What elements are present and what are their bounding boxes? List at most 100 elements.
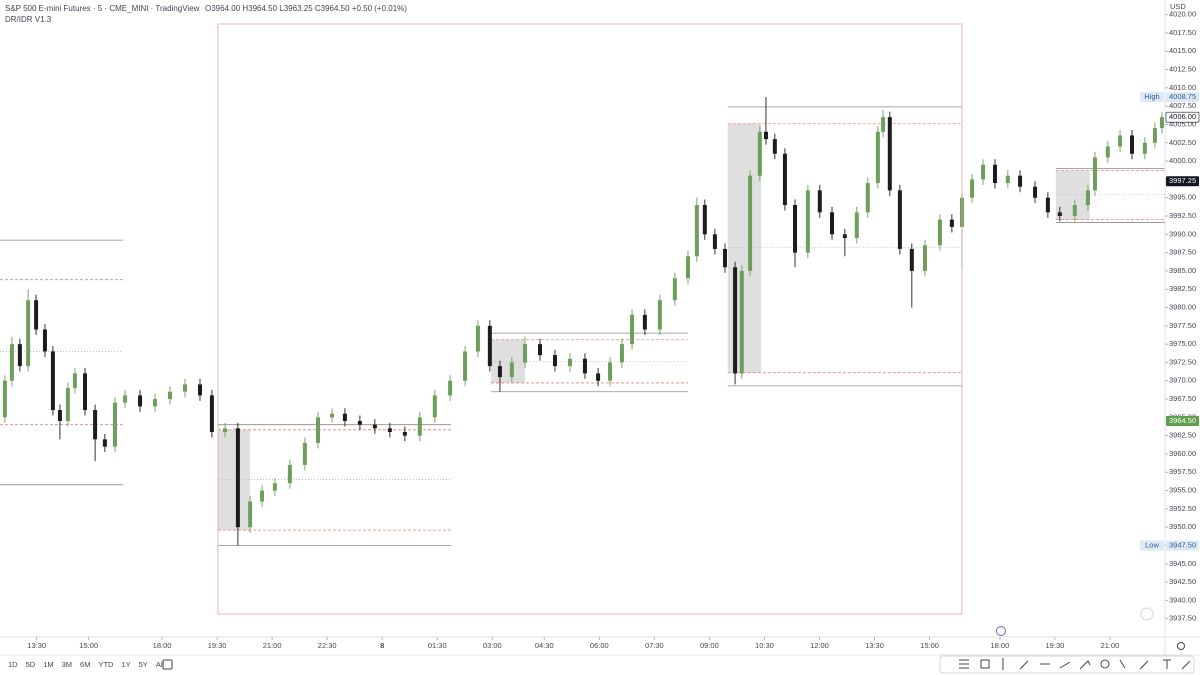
y-tick-label: 3945.00 xyxy=(1169,559,1196,568)
indicator-name: DR/IDR V1.3 xyxy=(5,15,52,24)
candle-body xyxy=(316,417,321,443)
candle-body xyxy=(897,190,902,249)
candle-body xyxy=(772,139,777,154)
y-tick-label: 4005.00 xyxy=(1169,119,1196,128)
candle-body xyxy=(537,344,542,356)
session-box xyxy=(217,23,963,615)
price-marker xyxy=(1166,176,1199,187)
candle-body xyxy=(475,325,480,352)
candle-body xyxy=(57,410,62,422)
candle-body xyxy=(949,219,954,227)
navigate-button[interactable] xyxy=(1140,607,1154,621)
tool-icon[interactable] xyxy=(959,659,969,669)
candle-body xyxy=(672,278,677,301)
currency[interactable]: USD xyxy=(1170,2,1186,11)
tool-icon[interactable] xyxy=(980,659,990,669)
y-tick-label: 3950.00 xyxy=(1169,522,1196,531)
candle-body xyxy=(182,384,187,392)
x-tick-label: 01:30 xyxy=(428,641,447,650)
x-tick-label: 07:30 xyxy=(645,641,664,650)
candle-body xyxy=(722,248,727,268)
timeframe-button[interactable]: 5D xyxy=(26,660,36,669)
timeframe-button[interactable]: 1M xyxy=(43,660,53,669)
candle-body xyxy=(26,300,31,367)
candle-body xyxy=(417,417,422,436)
candle-body xyxy=(65,388,70,422)
y-tick-label: 3940.00 xyxy=(1169,595,1196,604)
candle-body xyxy=(1159,117,1164,129)
candle-body xyxy=(1085,190,1090,206)
y-tick-label: 3962.50 xyxy=(1169,431,1196,440)
candle-body xyxy=(34,300,39,330)
candle-body xyxy=(782,153,787,206)
candle-body xyxy=(302,442,307,465)
price-marker xyxy=(1165,111,1200,123)
price-marker xyxy=(1166,416,1199,427)
x-tick-label: 22:30 xyxy=(318,641,337,650)
candle-body xyxy=(93,410,98,440)
candle-body xyxy=(223,428,228,432)
price-marker-label: 3947.50 xyxy=(1169,540,1196,549)
timeframe-button[interactable]: All xyxy=(156,660,165,669)
candle-body xyxy=(83,373,88,411)
x-tick-label: 13:30 xyxy=(865,641,884,650)
candle-body xyxy=(854,212,859,238)
price-marker-label: 4006.00 xyxy=(1169,112,1196,121)
dr-box xyxy=(218,429,251,531)
candle-body xyxy=(1092,157,1097,191)
drawing-toolbar xyxy=(939,655,1195,674)
y-tick-label: 3980.00 xyxy=(1169,303,1196,312)
candle-body xyxy=(330,413,335,418)
y-tick-label: 3987.50 xyxy=(1169,248,1196,257)
y-tick-label: 4007.50 xyxy=(1169,101,1196,110)
y-tick-label: 4000.00 xyxy=(1169,156,1196,165)
date-range-icon[interactable] xyxy=(162,659,173,670)
candle-body xyxy=(567,358,572,367)
timeframe-button[interactable]: YTD xyxy=(98,660,114,669)
candle-body xyxy=(72,373,77,389)
y-tick-label: 3972.50 xyxy=(1169,357,1196,366)
price-marker-label: 3997.25 xyxy=(1169,176,1196,185)
candle-body xyxy=(865,183,870,213)
candle-body xyxy=(757,131,762,176)
scroll-icon[interactable] xyxy=(996,626,1006,636)
x-tick-label: 21:00 xyxy=(1101,641,1120,650)
timeframe-button[interactable]: 1D xyxy=(8,660,18,669)
candle-body xyxy=(153,399,158,407)
y-tick-label: 3975.00 xyxy=(1169,339,1196,348)
candle-body xyxy=(748,175,753,271)
settings-icon[interactable] xyxy=(1177,642,1185,650)
candle-body xyxy=(582,358,587,374)
y-tick-label: 3957.50 xyxy=(1169,467,1196,476)
candle-body xyxy=(970,179,975,198)
tool-icon[interactable] xyxy=(1100,659,1110,669)
candle-body xyxy=(608,362,613,381)
timeframe-button[interactable]: 5Y xyxy=(139,660,148,669)
y-tick-label: 3992.50 xyxy=(1169,211,1196,220)
dr-box xyxy=(491,339,526,383)
timeframe-button[interactable]: 3M xyxy=(62,660,72,669)
candle-body xyxy=(1152,128,1157,143)
y-tick-label: 4017.50 xyxy=(1169,28,1196,37)
price-marker xyxy=(1166,92,1199,103)
candle-body xyxy=(168,391,173,400)
y-tick-label: 4012.50 xyxy=(1169,65,1196,74)
candle-body xyxy=(42,329,47,352)
candle-body xyxy=(387,428,392,432)
candle-body xyxy=(272,483,277,491)
x-tick-label: 06:00 xyxy=(590,641,609,650)
x-tick-label: 18:00 xyxy=(990,641,1009,650)
candle-body xyxy=(1142,142,1147,154)
timeframe-button[interactable]: 6M xyxy=(80,660,90,669)
timeframe-button[interactable]: 1Y xyxy=(121,660,130,669)
y-tick-label: 4015.00 xyxy=(1169,46,1196,55)
candle-body xyxy=(287,464,292,484)
tool-icon[interactable] xyxy=(1002,658,1191,670)
candle-body xyxy=(922,245,927,271)
y-tick-label: 3942.50 xyxy=(1169,577,1196,586)
candle-body xyxy=(509,362,514,378)
candle-body xyxy=(260,490,265,502)
candle-body xyxy=(642,314,647,330)
candle-body xyxy=(248,501,253,528)
